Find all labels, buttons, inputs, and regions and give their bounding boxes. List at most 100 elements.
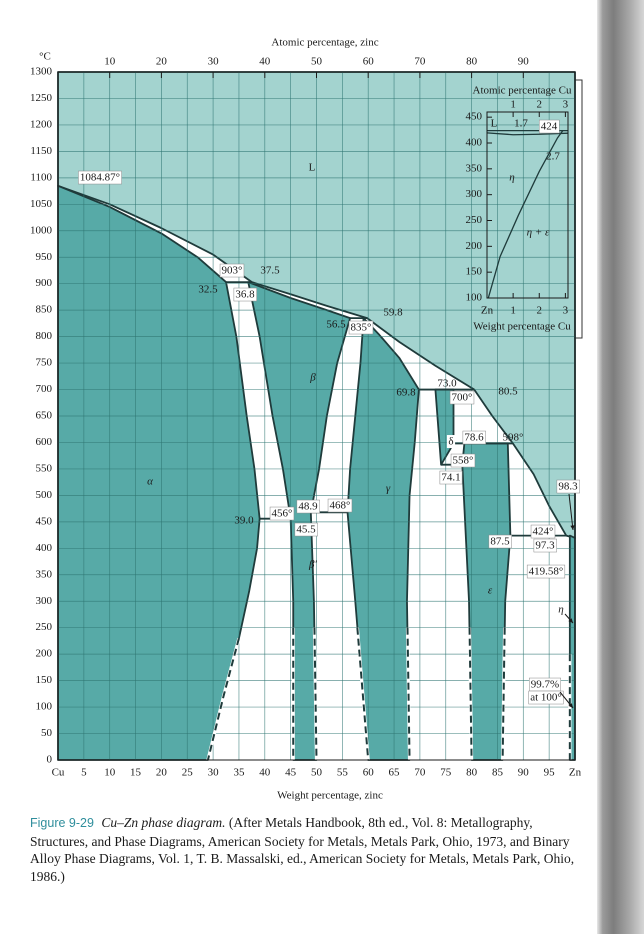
phase-boundary [487,130,564,299]
annotation: β [309,372,316,384]
y-tick-label: 700 [36,383,53,395]
annotation: 45.5 [296,524,316,536]
x-tick-label: 10 [104,767,116,779]
y-tick-label: 50 [41,727,53,739]
x2-tick-label: 30 [208,56,220,68]
x-axis-label: Weight percentage, zinc [277,790,383,802]
y-tick-label: 1250 [30,92,53,104]
annotation: η [509,172,514,184]
dashed-boundary [501,627,506,761]
annotation-box [219,263,245,278]
annotation: ε [488,585,493,597]
annotation: L [491,118,498,130]
x-tick-label: 2 [537,305,543,317]
annotation-box [528,690,564,705]
dashed-boundary [468,627,473,761]
annotation: 700° [452,392,473,404]
x2-tick-label: 1 [510,99,516,111]
annotation: 835° [351,322,372,334]
y-tick-label: 800 [36,330,53,342]
y-tick-label: 100 [36,701,53,713]
y-tick-label: 900 [36,277,53,289]
annotation-box [327,498,353,513]
annotation: 97.3 [535,540,555,552]
x-tick-label: 45 [285,767,297,779]
annotation-box [539,119,560,134]
annotation: 69.8 [396,387,416,399]
x2-tick-label: 70 [414,56,426,68]
annotation-box [296,499,320,514]
plot-frame [486,111,569,299]
x2-tick-label: 3 [563,99,569,111]
y-tick-label: 600 [36,436,53,448]
y-tick-label: 550 [36,462,53,474]
arrow [568,493,574,531]
y-tick-label: 200 [36,648,53,660]
y-tick-label: 250 [36,621,53,633]
annotation-box [233,287,257,302]
x-tick-label: 1 [510,305,516,317]
x-tick-label: 75 [440,767,452,779]
x-tick-label: 90 [518,767,530,779]
annotation: 99.7% [531,679,559,691]
y-axis-label: °C [39,51,51,63]
annotation-box [294,522,318,537]
y-tick-label: 350 [466,162,483,174]
x-tick-label: 50 [311,767,323,779]
x-tick-label: 3 [563,305,569,317]
annotation-box [526,564,566,579]
page-shadow [597,0,644,934]
annotation: 32.5 [198,284,218,296]
y-tick-label: 0 [47,754,53,766]
x2-tick-label: 40 [259,56,271,68]
annotation: 598° [503,432,524,444]
annotation: 37.5 [260,265,280,277]
x2-axis-label: Atomic percentage, zinc [271,37,378,49]
arrow-head [568,618,573,623]
y-tick-label: 300 [466,188,483,200]
arrow-head [570,525,575,530]
annotation-box [488,534,512,549]
y-tick-label: 400 [36,542,53,554]
annotation: 48.9 [298,501,318,513]
annotation-box [530,524,556,539]
annotation: 1084.87° [80,172,120,184]
annotation: 80.5 [498,386,518,398]
y-tick-label: 1150 [30,145,52,157]
x-tick-label: Cu [52,767,65,779]
x-tick-label: 40 [259,767,271,779]
x-tick-label: 5 [81,767,87,779]
annotation: 39.0 [234,515,254,527]
annotation: 558° [453,455,474,467]
x-tick-label: 20 [156,767,168,779]
annotation: 1.7 [514,118,528,130]
y-tick-label: 250 [466,214,483,226]
figure-label: Figure 9-29 [30,816,94,830]
annotation: at 100° [530,692,562,704]
x2-tick-label: 2 [537,99,543,111]
annotation: η + ε [527,227,550,239]
y-tick-label: 350 [36,568,53,580]
annotation: 903° [222,265,243,277]
x2-tick-label: 90 [518,56,530,68]
x-tick-label: Zn [481,305,494,317]
annotation-box [533,538,557,553]
annotation: 87.5 [490,536,510,548]
x-tick-label: 70 [414,767,426,779]
annotation-box [449,390,475,405]
annotation: 424 [541,121,558,133]
x-tick-label: 80 [466,767,478,779]
annotation-box [269,506,295,521]
dashed-boundary [356,627,370,761]
y-tick-label: 400 [466,137,483,149]
annotation-box [439,470,463,485]
annotation: 74.1 [441,472,460,484]
y-tick-label: 450 [36,515,53,527]
annotation: γ [386,483,391,495]
y-tick-label: 1000 [30,224,53,236]
annotation: 468° [330,500,351,512]
caption-text: (After Metals Handbook, 8th ed., Vol. 8:… [30,815,575,884]
x2-tick-label: 80 [466,56,478,68]
